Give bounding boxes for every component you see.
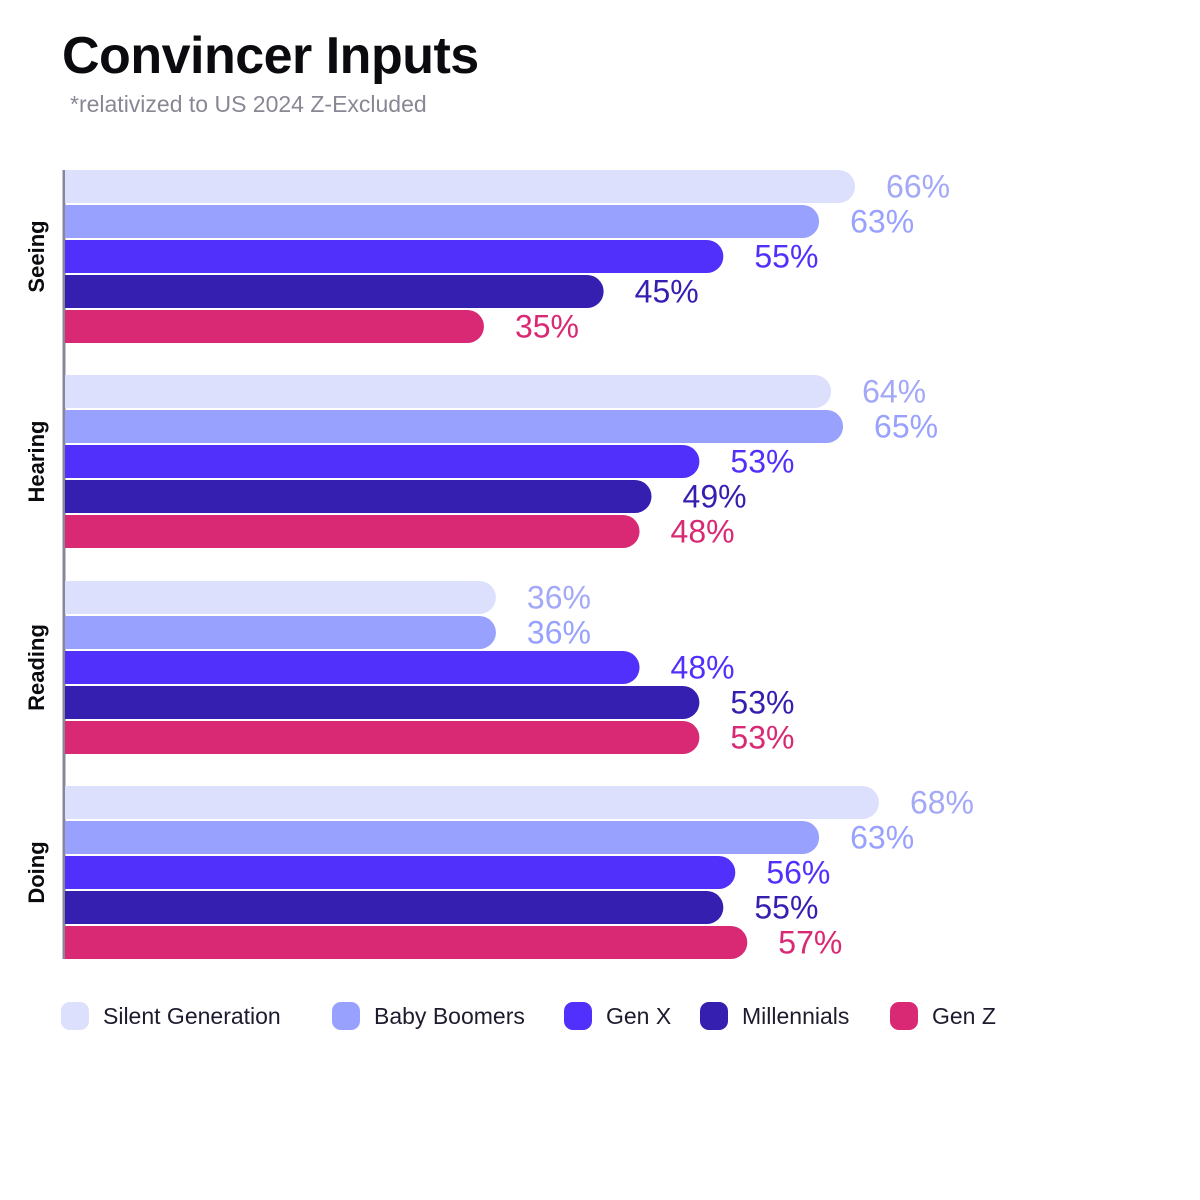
category-label: Reading [24,624,49,711]
bar-seeing-gen-z [65,310,484,343]
bar-hearing-gen-x [65,445,700,478]
bar-seeing-gen-x [65,240,724,273]
legend-item-baby-boomers: Baby Boomers [332,999,525,1033]
data-label: 63% [850,204,914,240]
data-label: 63% [850,820,914,856]
data-label: 65% [874,409,938,445]
bar-doing-baby-boomers [65,821,820,854]
legend-item-millennials: Millennials [700,999,849,1033]
legend-swatch [564,1002,592,1030]
data-label: 48% [671,650,735,686]
bar-hearing-millennials [65,480,652,513]
legend-item-silent-generation: Silent Generation [61,999,281,1033]
data-label: 53% [730,720,794,756]
data-label: 57% [778,925,842,961]
bar-reading-baby-boomers [65,616,496,649]
data-label: 68% [910,785,974,821]
bar-hearing-baby-boomers [65,410,844,443]
data-label: 55% [754,890,818,926]
bar-doing-millennials [65,891,724,924]
data-label: 64% [862,374,926,410]
bar-group-hearing: 64%65% 53%49%48% Hearing [24,374,938,550]
chart-subtitle: *relativized to US 2024 Z-Excluded [70,91,427,117]
legend-label: Gen Z [932,1002,996,1029]
legend-swatch [61,1002,89,1030]
legend-item-gen-x: Gen X [564,999,671,1033]
bar-doing-gen-z [65,926,748,959]
data-label: 45% [635,274,699,310]
data-label: 56% [766,855,830,891]
bar-reading-gen-x [65,651,640,684]
bar-chart: 66%63%55%45%35%Seeing64%65%53%49%48%Hear… [24,169,974,961]
data-label: 49% [683,479,747,515]
bar-doing-gen-x [65,856,736,889]
bar-reading-gen-z [65,721,700,754]
legend-swatch [890,1002,918,1030]
data-label: 53% [730,444,794,480]
data-label: 36% [527,580,591,616]
data-label: 48% [671,514,735,550]
legend-label: Silent Generation [103,1002,281,1029]
bar-group-reading: 36%36%48%53%53%Reading [24,580,794,756]
bar-doing-silent-generation [65,786,879,819]
legend-label: Millennials [742,1002,850,1029]
legend-label: Gen X [606,1002,672,1029]
legend-swatch [700,1002,728,1030]
data-label: 55% [754,239,818,275]
data-label: 36% [527,615,591,651]
bar-seeing-millennials [65,275,604,308]
data-label: 35% [515,309,579,345]
category-label: Doing [24,841,49,903]
data-label: 53% [730,685,794,721]
data-label: 66% [886,169,950,205]
category-label: Seeing [24,220,49,292]
legend-swatch [332,1002,360,1030]
bar-reading-millennials [65,686,700,719]
bar-hearing-silent-generation [65,375,832,408]
bar-seeing-baby-boomers [65,205,820,238]
bar-hearing-gen-z [65,515,640,548]
chart-title: Convincer Inputs [62,27,479,85]
bar-group-seeing: 66%63% 55% 45% 35% Seeing [24,169,950,345]
bar-seeing-silent-generation [65,170,856,203]
bar-group-doing: 68%63% 56%55%57% Doing [24,785,974,961]
chart-legend: Silent Generation Baby Boomers Gen X Millen… [0,999,1200,1033]
category-label: Hearing [24,421,49,503]
legend-item-gen-z: Gen Z [890,999,996,1033]
legend-label: Baby Boomers [374,1002,525,1029]
bar-reading-silent-generation [65,581,496,614]
